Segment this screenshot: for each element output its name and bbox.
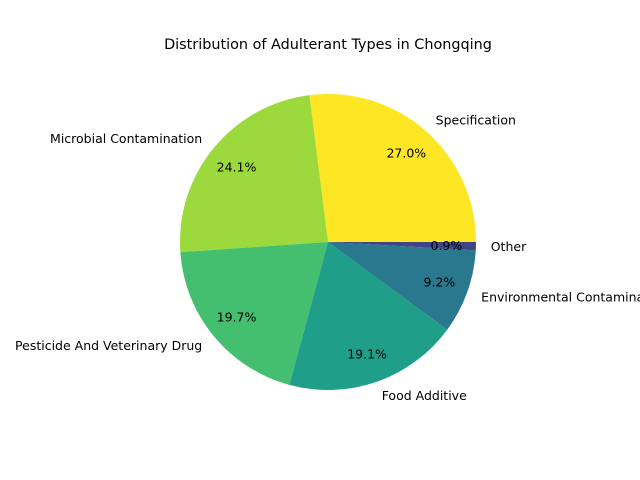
slice-label-microbial-contamination: Microbial Contamination <box>50 131 202 146</box>
slice-label-other: Other <box>491 239 527 254</box>
pie-slice-environmental-contaminant <box>328 242 476 330</box>
slice-label-environmental-contaminant: Environmental Contaminant <box>481 290 640 305</box>
slice-label-specification: Specification <box>436 112 516 127</box>
pct-label-specification: 27.0% <box>386 146 426 161</box>
pie-slices <box>179 94 476 391</box>
slice-label-pesticide-and-veterinary-drug: Pesticide And Veterinary Drug <box>15 338 202 353</box>
chart-title: Distribution of Adulterant Types in Chon… <box>164 37 492 53</box>
slice-label-food-additive: Food Additive <box>382 388 467 403</box>
pie-slice-other <box>328 242 476 251</box>
pct-label-other: 0.9% <box>430 238 462 253</box>
pie-slice-specification <box>309 94 476 242</box>
pct-label-microbial-contamination: 24.1% <box>217 159 257 174</box>
pct-label-pesticide-and-veterinary-drug: 19.7% <box>217 310 257 325</box>
pie-slice-microbial-contamination <box>179 95 328 253</box>
pie-slice-pesticide-and-veterinary-drug <box>180 242 328 385</box>
pct-label-environmental-contaminant: 9.2% <box>424 275 456 290</box>
pct-label-food-additive: 19.1% <box>347 346 387 361</box>
pie-labels: Specification 27.0% Microbial Contaminatio… <box>15 112 640 403</box>
pie-slice-food-additive <box>289 242 448 391</box>
